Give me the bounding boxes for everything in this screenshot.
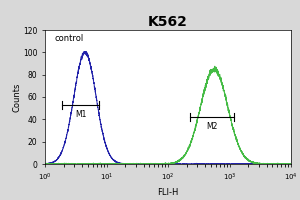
Y-axis label: Counts: Counts <box>13 82 22 112</box>
Title: K562: K562 <box>148 15 188 29</box>
Text: control: control <box>54 34 83 43</box>
X-axis label: FLI-H: FLI-H <box>157 188 179 197</box>
Text: M1: M1 <box>75 110 86 119</box>
Text: M2: M2 <box>206 122 218 131</box>
